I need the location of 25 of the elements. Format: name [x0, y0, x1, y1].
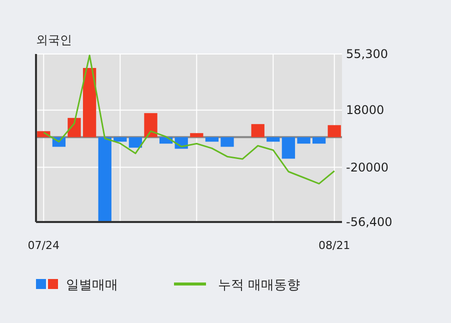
y-tick-label: 18000 [346, 103, 384, 118]
bar [297, 137, 310, 144]
y-tick-label: 55,300 [346, 47, 388, 61]
chart-title: 외국인 [36, 33, 72, 47]
legend-label: 누적 매매동향 [218, 278, 300, 293]
bar [312, 137, 326, 144]
bar [205, 137, 219, 142]
bar [144, 113, 158, 138]
bar [266, 137, 280, 142]
bar [82, 68, 96, 138]
line-series [42, 54, 336, 184]
y-tick-label: -56,400 [346, 215, 392, 229]
legend-label: 일별매매 [66, 278, 118, 293]
bar [328, 125, 341, 138]
x-tick-label: 08/21 [318, 239, 350, 252]
bar [282, 137, 296, 159]
bar [251, 124, 264, 138]
bar [68, 118, 81, 138]
y-tick-label: -20000 [346, 160, 389, 174]
bar [190, 133, 204, 138]
bar [128, 137, 142, 148]
bar [98, 137, 112, 222]
bar [114, 137, 127, 142]
x-tick-label: 07/24 [28, 239, 60, 252]
bar [220, 137, 234, 147]
